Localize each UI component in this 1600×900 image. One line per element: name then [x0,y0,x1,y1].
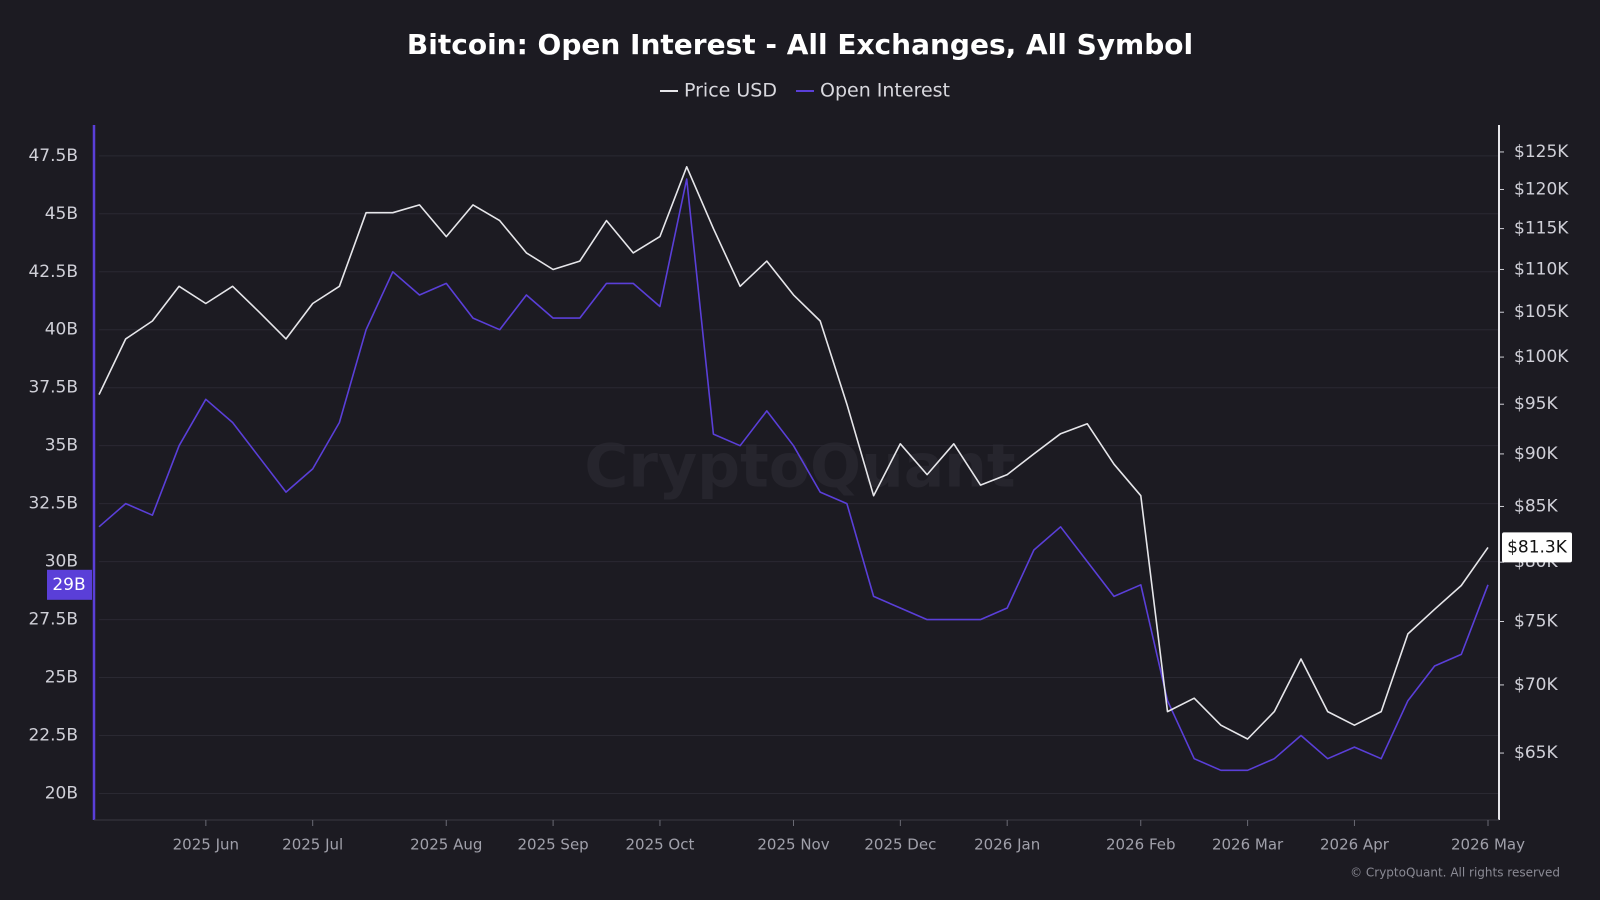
y2-tick-label: $95K [1514,394,1558,414]
y-tick-label: 22.5B [28,726,78,746]
x-tick-label: 2025 Jun [173,836,239,854]
x-tick-label: 2025 Jul [282,836,343,854]
y-tick-label: 40B [45,320,78,340]
y-tick-label: 32.5B [28,494,78,514]
y-tick-label: 27.5B [28,610,78,630]
y-tick-label: 37.5B [28,378,78,398]
y2-tick-label: $75K [1514,612,1558,632]
x-tick-label: 2025 Nov [757,836,829,854]
y2-tick-label: $110K [1514,259,1569,279]
y2-tick-label: $85K [1514,496,1558,516]
series-line [98,178,1489,772]
series-line [98,166,1489,740]
y2-tick-label: $120K [1514,179,1569,199]
y2-tick-label: $90K [1514,444,1558,464]
y-tick-label: 20B [45,783,78,803]
x-tick-label: 2026 Mar [1212,836,1284,854]
y-tick-label: 25B [45,668,78,688]
y2-tick-label: $125K [1514,142,1569,162]
x-tick-label: 2025 Sep [517,836,588,854]
watermark: CryptoQuant [584,432,1015,502]
y2-tick-label: $100K [1514,347,1569,367]
x-tick-label: 2025 Dec [864,836,936,854]
y2-tick-label: $65K [1514,743,1558,763]
x-tick-label: 2025 Aug [410,836,482,854]
legend-label: Open Interest [820,80,950,102]
y-tick-label: 47.5B [28,146,78,166]
last-value-box [1502,532,1572,563]
y2-tick-label: $115K [1514,219,1569,239]
x-tick-label: 2026 May [1451,836,1525,854]
legend-label: Price USD [684,80,777,102]
y-tick-label: 30B [45,552,78,572]
x-tick-label: 2026 Feb [1106,836,1176,854]
x-tick-label: 2026 Jan [974,836,1040,854]
y2-tick-label: $105K [1514,302,1569,322]
x-tick-label: 2026 Apr [1320,836,1390,854]
y2-tick-label: $70K [1514,675,1558,695]
last-value-label: 29B [52,575,85,595]
y-tick-label: 42.5B [28,262,78,282]
credit: © CryptoQuant. All rights reserved [1350,866,1560,880]
x-tick-label: 2025 Oct [625,836,694,854]
last-value-label: $81.3K [1507,537,1568,557]
y-tick-label: 35B [45,436,78,456]
chart-title: Bitcoin: Open Interest - All Exchanges, … [407,28,1193,61]
last-value-box [47,569,92,600]
y-tick-label: 45B [45,204,78,224]
